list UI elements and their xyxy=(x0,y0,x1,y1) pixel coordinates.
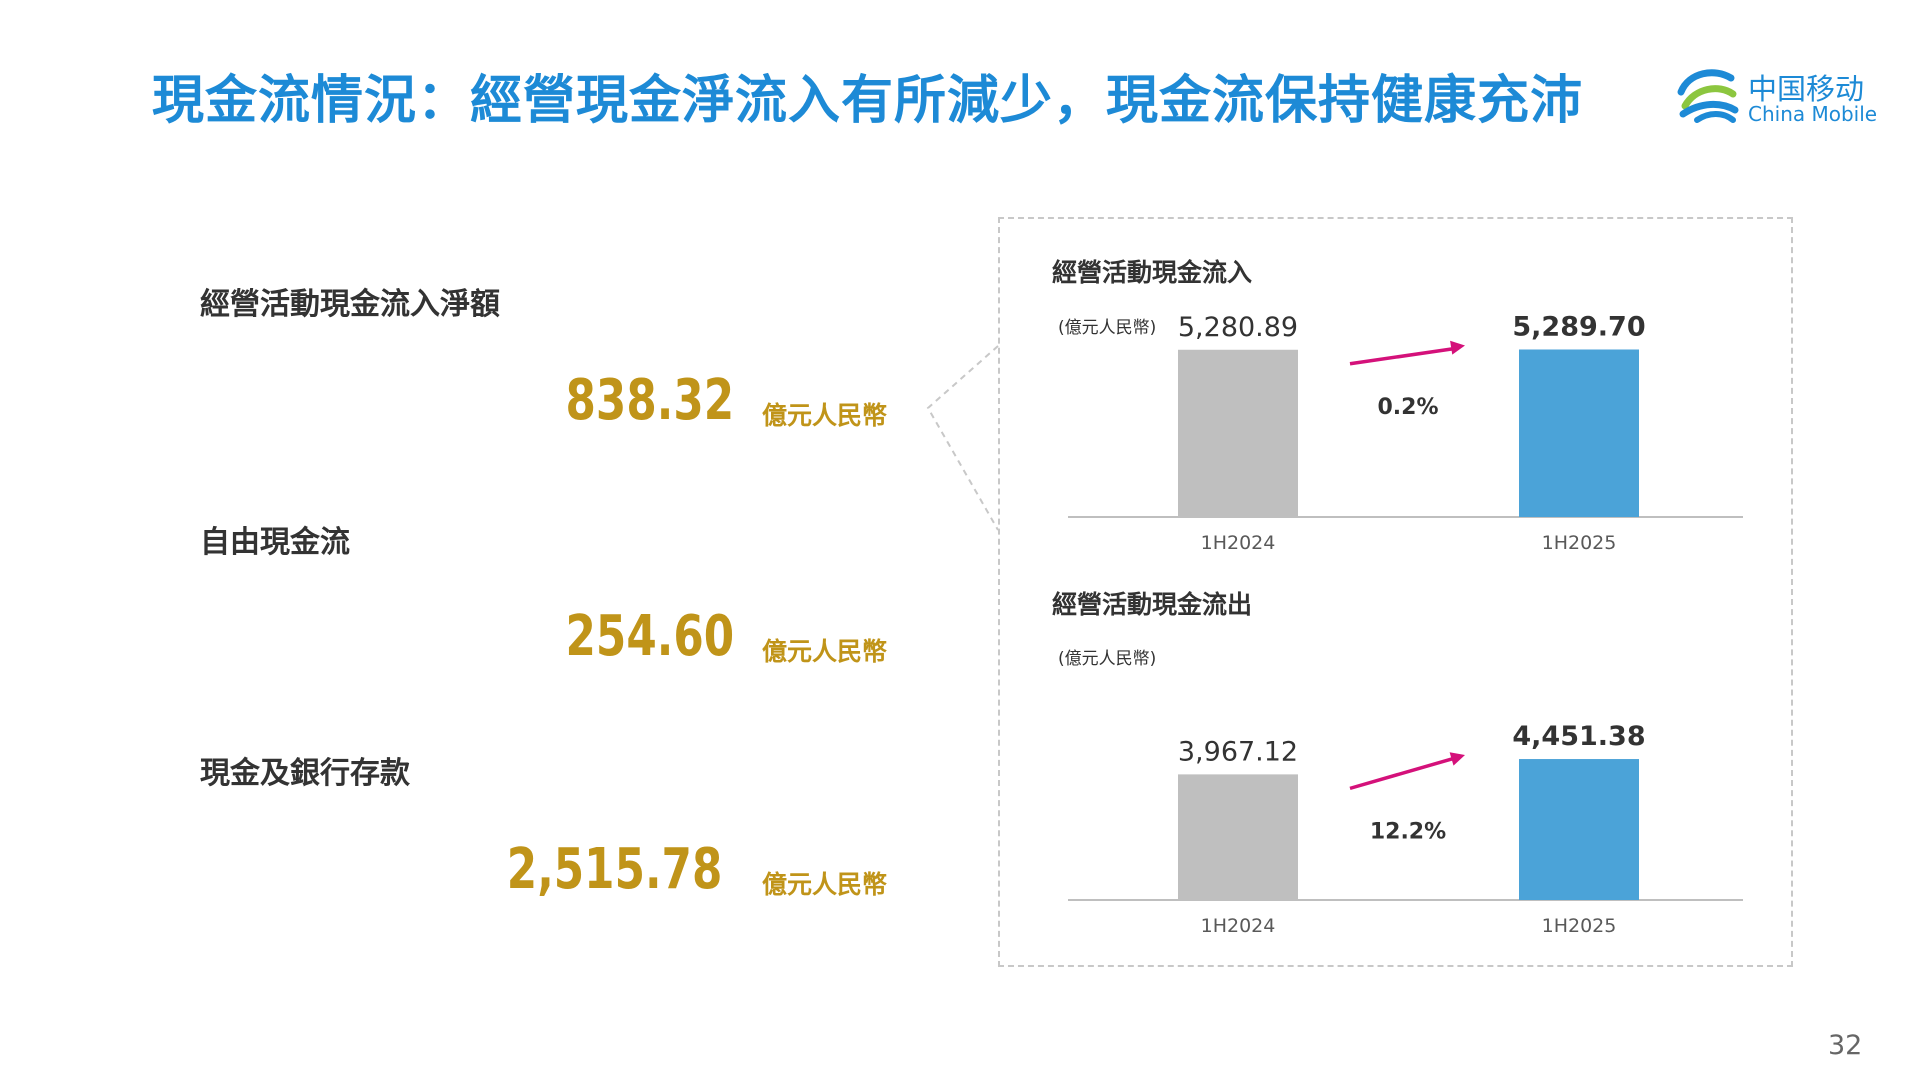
bar-1H2024 xyxy=(1178,774,1298,900)
china-mobile-logo-icon xyxy=(1677,69,1739,123)
growth-label: 12.2% xyxy=(1370,819,1446,844)
tick-label-1H2024: 1H2024 xyxy=(1201,915,1276,937)
metric-unit-free-cash-flow: 億元人民幣 xyxy=(762,637,888,666)
data-label-1H2025: 5,289.70 xyxy=(1512,311,1645,342)
tick-label-1H2025: 1H2025 xyxy=(1542,532,1617,554)
growth-arrow-head xyxy=(1450,340,1465,355)
page-number: 32 xyxy=(1828,1030,1863,1061)
bar-1H2025 xyxy=(1519,759,1639,900)
bar-1H2025 xyxy=(1519,349,1639,517)
growth-label: 0.2% xyxy=(1377,395,1438,420)
metric-value-free-cash-flow: 254.60 xyxy=(565,604,734,669)
growth-arrow-line xyxy=(1349,756,1456,791)
metric-label-cash-bank-deposits: 現金及銀行存款 xyxy=(200,756,410,791)
metric-label-free-cash-flow: 自由現金流 xyxy=(200,525,350,560)
page-title: 現金流情況：經營現金淨流入有所減少，現金流保持健康充沛 xyxy=(152,71,1584,131)
metric-value-cash-bank-deposits: 2,515.78 xyxy=(506,837,722,902)
chart-title-outflow: 經營活動現金流出 xyxy=(1052,590,1253,619)
logo-name-cn: 中国移动 xyxy=(1748,72,1865,106)
chart-unit-inflow: (億元人民幣) xyxy=(1058,318,1157,338)
data-label-1H2025: 4,451.38 xyxy=(1512,721,1645,752)
tick-label-1H2024: 1H2024 xyxy=(1201,532,1276,554)
growth-arrow-line xyxy=(1349,346,1456,366)
chart-panel xyxy=(998,217,1793,967)
chart-title-inflow: 經營活動現金流入 xyxy=(1052,258,1253,287)
metric-unit-operating-net-inflow: 億元人民幣 xyxy=(762,401,888,430)
logo-name-en: China Mobile xyxy=(1748,102,1878,126)
growth-arrow-head xyxy=(1449,752,1465,766)
china-mobile-logo: 中国移动 China Mobile xyxy=(1675,62,1880,132)
bar-1H2024 xyxy=(1178,349,1298,517)
data-label-1H2024: 3,967.12 xyxy=(1178,736,1298,767)
outflow-bar-chart: 3,967.12 1H2024 4,451.38 1H2025 12.2% xyxy=(1068,721,1743,937)
metric-label-operating-net-inflow: 經營活動現金流入淨額 xyxy=(200,287,500,322)
data-label-1H2024: 5,280.89 xyxy=(1178,312,1298,343)
inflow-bar-chart: 5,280.89 1H2024 5,289.70 1H2025 0.2% xyxy=(1068,311,1743,554)
tick-label-1H2025: 1H2025 xyxy=(1542,915,1617,937)
metric-value-operating-net-inflow: 838.32 xyxy=(565,368,734,433)
chart-unit-outflow: (億元人民幣) xyxy=(1058,649,1157,669)
metric-unit-cash-bank-deposits: 億元人民幣 xyxy=(762,870,888,899)
